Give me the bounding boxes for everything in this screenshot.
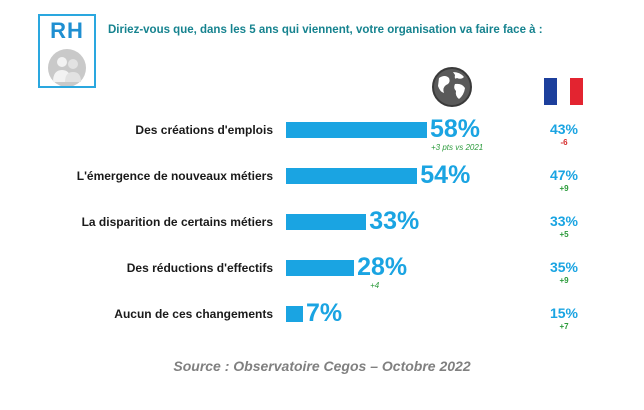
diff-label-world: +3 pts vs 2021 (431, 143, 484, 152)
category-label: Des réductions d'effectifs (126, 261, 273, 275)
value-label-france: 33% (549, 213, 579, 229)
value-label-france: 47% (549, 167, 579, 183)
bar-world (286, 306, 304, 322)
people-icon (48, 49, 86, 86)
value-label-world: 33% (369, 207, 420, 235)
category-label: L'émergence de nouveaux métiers (76, 169, 273, 183)
value-label-world: 58% (430, 115, 481, 143)
diff-label-france: +7 (559, 322, 569, 331)
diff-label-france: +9 (559, 276, 569, 285)
bar-world (286, 168, 418, 184)
survey-question: Diriez-vous que, dans les 5 ans qui vien… (108, 24, 543, 36)
diff-label-france: +9 (559, 184, 569, 193)
bar-world (286, 214, 367, 230)
source-note: Source : Observatoire Cegos – Octobre 20… (173, 358, 471, 374)
france-flag-icon (544, 78, 583, 105)
category-label: Des créations d'emplois (135, 123, 273, 137)
value-label-france: 43% (549, 121, 579, 137)
bar-world (286, 122, 427, 138)
globe-icon (432, 67, 472, 107)
value-label-world: 54% (420, 161, 471, 189)
bar-world (286, 260, 355, 276)
value-label-france: 15% (549, 305, 579, 321)
diff-label-world: +4 (370, 281, 380, 290)
value-label-world: 28% (357, 253, 408, 281)
category-label: La disparition de certains métiers (81, 215, 273, 229)
category-label: Aucun de ces changements (114, 307, 273, 321)
value-label-world: 7% (306, 299, 343, 327)
diff-label-france: +5 (559, 230, 569, 239)
rh-badge: RH (38, 14, 96, 88)
value-label-france: 35% (549, 259, 579, 275)
rh-badge-label: RH (50, 18, 84, 43)
diff-label-france: -6 (560, 138, 568, 147)
